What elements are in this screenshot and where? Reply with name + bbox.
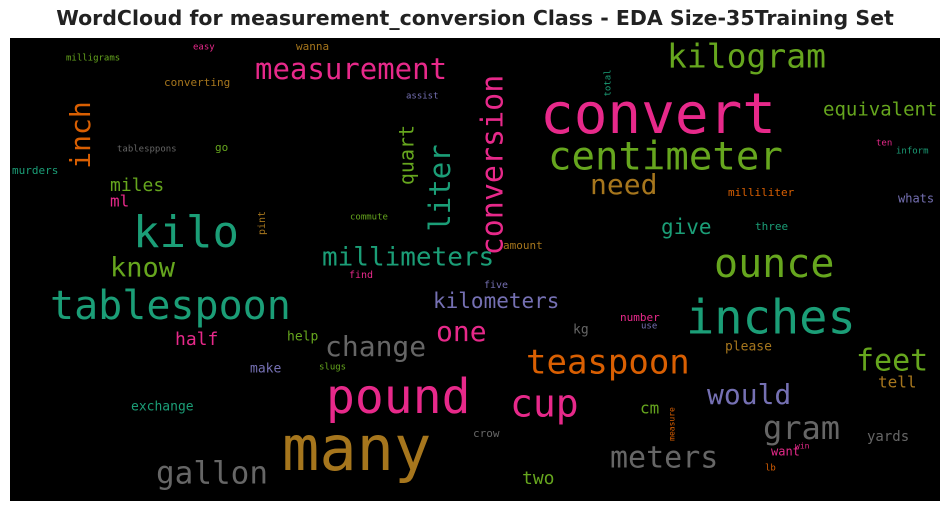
word-go: go [215,141,228,154]
word-milligrams: milligrams [66,54,120,64]
word-measurement: measurement [255,52,447,86]
word-use: use [641,322,657,332]
word-give: give [661,215,712,239]
word-liter: liter [423,144,457,231]
word-measure: measure [668,407,677,441]
word-easy: easy [193,43,215,53]
word-centimeter: centimeter [548,135,783,180]
word-cm: cm [640,399,659,418]
word-two: two [522,468,555,489]
word-ten: ten [876,139,892,149]
word-milliliter: milliliter [728,186,795,199]
word-make: make [250,362,281,377]
word-gallon: gallon [156,456,268,492]
word-would: would [707,378,791,411]
word-kilo: kilo [133,207,239,258]
wordcloud-canvas: convert many pound inches kilo tablespoon cent… [10,38,940,501]
word-wanna: wanna [296,40,329,53]
word-many: many [282,412,431,485]
word-need: need [590,168,657,201]
word-ml: ml [110,192,129,211]
word-converting: converting [164,76,230,89]
word-inches: inches [686,291,856,346]
word-millimeters: millimeters [322,243,494,273]
word-tell: tell [878,373,917,392]
word-pint: pint [257,211,268,235]
word-whats: whats [898,192,934,206]
word-quart: quart [395,125,419,185]
word-win: win [795,442,810,451]
word-slugs: slugs [319,363,346,373]
word-number: number [620,311,660,324]
word-five: five [484,280,508,291]
word-want: want [771,445,800,459]
word-feet: feet [856,344,928,379]
chart-title: WordCloud for measurement_conversion Cla… [56,6,894,30]
word-exchange: exchange [131,400,194,415]
word-inch: inch [64,101,97,168]
word-crow: crow [473,427,500,440]
word-pound: pound [326,369,471,425]
word-convert: convert [540,82,776,147]
word-ounce: ounce [714,241,834,287]
word-inform: inform [896,147,929,157]
word-gram: gram [763,409,840,447]
word-help: help [287,330,318,345]
word-amount: amount [503,239,543,252]
word-miles: miles [110,175,164,196]
word-murders: murders [12,164,58,177]
word-half: half [175,329,218,350]
word-tablespoon: tablespoon [50,283,291,329]
word-kilogram: kilogram [667,38,826,76]
word-total: total [604,69,614,96]
word-assist: assist [406,92,439,102]
word-kilometers: kilometers [433,289,559,313]
word-cup: cup [510,382,579,426]
word-tablesppons: tablesppons [117,145,177,155]
word-three: three [755,220,788,233]
word-find: find [349,270,373,281]
word-one: one [436,315,487,348]
word-meters: meters [610,441,718,476]
word-lb: lb [765,464,776,474]
word-know: know [110,253,176,284]
word-change: change [325,330,426,363]
word-kg: kg [573,323,589,338]
word-please: please [725,340,772,355]
word-teaspoon: teaspoon [526,343,690,383]
word-conversion: conversion [476,75,511,256]
word-commute: commute [350,213,388,223]
word-equivalent: equivalent [823,99,937,121]
word-yards: yards [867,429,909,445]
